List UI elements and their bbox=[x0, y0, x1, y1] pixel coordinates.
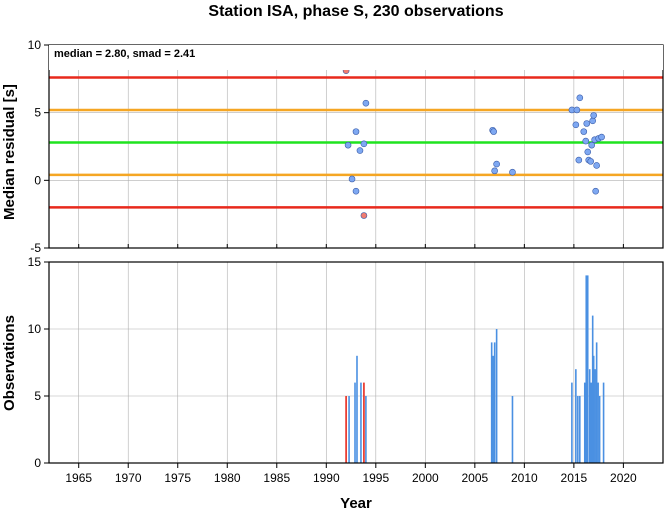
observation-bar bbox=[490, 342, 493, 463]
bottom-y-axis-label: Observations bbox=[1, 315, 18, 411]
data-point bbox=[572, 121, 580, 129]
data-point bbox=[592, 187, 599, 195]
observation-bar bbox=[571, 382, 573, 463]
top-y-axis-label: Median residual [s] bbox=[1, 84, 18, 220]
data-point bbox=[509, 168, 516, 176]
data-point bbox=[352, 128, 360, 135]
observation-bar bbox=[495, 329, 498, 463]
x-tick-label: 1975 bbox=[164, 471, 191, 485]
top-panel-frame bbox=[48, 44, 664, 249]
median-annotation: median = 2.80, smad = 2.41 bbox=[54, 48, 195, 60]
data-point bbox=[589, 117, 596, 125]
bottom-y-tick-label: 5 bbox=[34, 389, 41, 403]
x-tick-label: 1990 bbox=[313, 471, 340, 485]
top-y-tick-label: 0 bbox=[34, 173, 41, 187]
top-y-tick-label: -5 bbox=[30, 241, 41, 255]
x-tick-label: 2000 bbox=[412, 471, 439, 485]
bottom-panel-frame bbox=[48, 261, 664, 464]
x-tick-label: 1965 bbox=[65, 471, 92, 485]
data-point bbox=[360, 212, 368, 219]
x-tick-label: 1985 bbox=[263, 471, 290, 485]
observation-bar bbox=[590, 382, 593, 463]
data-point bbox=[573, 106, 581, 114]
observation-bar bbox=[591, 315, 594, 463]
data-point bbox=[593, 162, 600, 169]
x-tick-label: 2005 bbox=[461, 471, 488, 485]
chart-title: Station ISA, phase S, 230 observations bbox=[208, 3, 503, 20]
data-point bbox=[360, 140, 368, 148]
data-point bbox=[580, 128, 588, 135]
observation-bar bbox=[577, 396, 579, 463]
x-tick-label: 1995 bbox=[362, 471, 389, 485]
x-tick-label: 2010 bbox=[511, 471, 538, 485]
data-point bbox=[582, 137, 590, 145]
data-point bbox=[583, 120, 591, 127]
data-point bbox=[588, 141, 595, 149]
observation-bar bbox=[575, 369, 577, 463]
x-tick-label: 1970 bbox=[115, 471, 142, 485]
observation-bar bbox=[492, 355, 494, 463]
data-point bbox=[584, 148, 592, 156]
observation-bar bbox=[592, 355, 595, 463]
observation-bar bbox=[511, 396, 514, 463]
data-point bbox=[362, 99, 370, 107]
data-point bbox=[352, 187, 360, 195]
observation-bar bbox=[583, 382, 586, 463]
observation-bar bbox=[348, 396, 350, 463]
annotation-background bbox=[49, 45, 663, 70]
observations-panel: 0 5 10 15 1965 1970 1975 1980 1985 1990 1995 2000 20… bbox=[28, 255, 664, 485]
observation-bar bbox=[598, 396, 601, 463]
observation-bar bbox=[594, 369, 596, 463]
observation-bar bbox=[595, 342, 598, 463]
top-y-tick-label: 10 bbox=[28, 38, 42, 52]
data-point bbox=[590, 112, 597, 119]
observation-bar bbox=[597, 382, 599, 463]
observation-bar bbox=[360, 382, 362, 463]
data-point bbox=[348, 175, 356, 183]
observation-bar bbox=[586, 275, 589, 463]
observation-bar bbox=[365, 396, 367, 463]
bottom-y-tick-label: 0 bbox=[34, 456, 41, 470]
observation-bar bbox=[345, 396, 347, 463]
data-point bbox=[490, 128, 497, 135]
observation-bar bbox=[579, 396, 581, 463]
data-point bbox=[576, 94, 584, 102]
data-point bbox=[491, 167, 498, 175]
x-tick-label: 1980 bbox=[214, 471, 241, 485]
data-point bbox=[587, 158, 595, 165]
observation-bar bbox=[356, 355, 358, 463]
data-point bbox=[575, 156, 583, 164]
data-point bbox=[344, 141, 352, 149]
data-point bbox=[493, 160, 500, 168]
observation-bar bbox=[588, 369, 591, 463]
bottom-y-tick-label: 10 bbox=[28, 322, 42, 336]
data-point bbox=[356, 147, 364, 154]
observation-bar bbox=[602, 382, 605, 463]
observation-bar bbox=[493, 342, 496, 463]
x-axis-label: Year bbox=[340, 495, 372, 511]
residual-panel: -5 0 5 10 bbox=[28, 38, 664, 255]
observation-bar bbox=[354, 382, 356, 463]
x-tick-label: 2020 bbox=[610, 471, 637, 485]
observation-bar bbox=[363, 382, 365, 463]
x-tick-label: 2015 bbox=[561, 471, 588, 485]
observation-bar bbox=[585, 275, 588, 463]
top-y-tick-label: 5 bbox=[34, 106, 41, 120]
bottom-y-tick-label: 15 bbox=[28, 255, 42, 269]
data-point bbox=[598, 133, 605, 141]
